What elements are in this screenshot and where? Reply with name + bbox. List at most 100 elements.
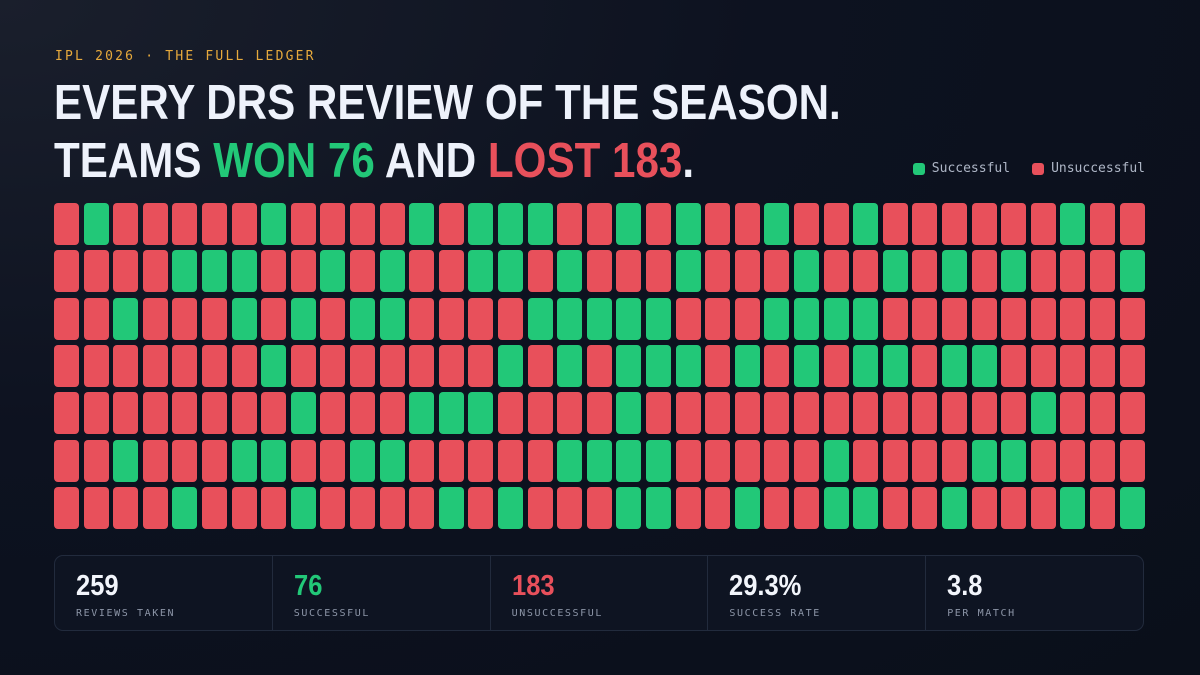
waffle-cell-successful [646, 439, 671, 482]
waffle-cell-unsuccessful [172, 344, 198, 387]
legend: Successful Unsuccessful [912, 161, 1145, 176]
waffle-cell-unsuccessful [290, 439, 316, 482]
waffle-cell-unsuccessful [586, 344, 612, 387]
waffle-cell-successful [290, 486, 316, 529]
waffle-cell-successful [557, 297, 583, 340]
stat-per-match: 3.8 PER MATCH [926, 556, 1143, 630]
waffle-cell-unsuccessful [1060, 250, 1086, 293]
stat-value: 29.3% [729, 570, 802, 602]
waffle-cell-unsuccessful [734, 392, 760, 435]
waffle-cell-successful [350, 439, 375, 482]
waffle-cell-unsuccessful [261, 392, 287, 435]
waffle-cell-successful [1119, 486, 1145, 529]
waffle-cell-unsuccessful [113, 203, 139, 245]
waffle-cell-successful [764, 297, 790, 340]
waffle-cell-unsuccessful [54, 250, 79, 293]
stat-value: 3.8 [947, 570, 983, 602]
waffle-cell-unsuccessful [231, 392, 257, 435]
waffle-cell-successful [113, 297, 139, 340]
waffle-cell-successful [942, 250, 967, 293]
waffle-cell-successful [557, 344, 583, 387]
waffle-cell-unsuccessful [438, 203, 464, 245]
waffle-cell-unsuccessful [912, 344, 938, 387]
waffle-cell-unsuccessful [942, 297, 967, 340]
waffle-cell-successful [320, 250, 346, 293]
waffle-cell-unsuccessful [675, 297, 701, 340]
waffle-cell-unsuccessful [705, 439, 731, 482]
waffle-cell-unsuccessful [823, 344, 849, 387]
waffle-cell-unsuccessful [764, 344, 790, 387]
waffle-cell-successful [823, 439, 849, 482]
waffle-cell-unsuccessful [1001, 392, 1027, 435]
waffle-cell-unsuccessful [113, 486, 139, 529]
waffle-cell-unsuccessful [882, 486, 908, 529]
waffle-cell-unsuccessful [261, 250, 287, 293]
waffle-cell-unsuccessful [646, 250, 671, 293]
waffle-cell-unsuccessful [557, 392, 583, 435]
waffle-cell-successful [1001, 439, 1027, 482]
waffle-cell-successful [113, 439, 139, 482]
waffle-cell-successful [527, 203, 553, 245]
stat-value: 76 [293, 570, 323, 602]
waffle-cell-unsuccessful [83, 344, 109, 387]
waffle-cell-successful [231, 250, 257, 293]
waffle-cell-unsuccessful [764, 486, 790, 529]
waffle-cell-unsuccessful [320, 439, 346, 482]
waffle-cell-unsuccessful [1119, 439, 1145, 482]
waffle-cell-unsuccessful [1090, 392, 1115, 435]
headline-line-2: TEAMS WON 76 AND LOST 183. [54, 132, 841, 190]
waffle-cell-successful [942, 344, 967, 387]
waffle-cell-unsuccessful [527, 392, 553, 435]
waffle-cell-unsuccessful [290, 344, 316, 387]
waffle-cell-successful [853, 486, 879, 529]
waffle-cell-unsuccessful [1119, 344, 1145, 387]
waffle-cell-successful [616, 344, 642, 387]
waffle-cell-unsuccessful [113, 392, 139, 435]
waffle-cell-successful [202, 250, 227, 293]
waffle-cell-successful [734, 486, 760, 529]
waffle-cell-successful [882, 250, 908, 293]
waffle-cell-unsuccessful [54, 486, 79, 529]
waffle-cell-unsuccessful [586, 250, 612, 293]
waffle-cell-unsuccessful [557, 203, 583, 245]
waffle-cell-unsuccessful [320, 203, 346, 245]
waffle-cell-successful [557, 250, 583, 293]
waffle-cell-unsuccessful [350, 203, 375, 245]
waffle-cell-unsuccessful [438, 439, 464, 482]
waffle-cell-unsuccessful [409, 486, 435, 529]
waffle-cell-unsuccessful [675, 439, 701, 482]
waffle-cell-unsuccessful [734, 439, 760, 482]
waffle-cell-successful [971, 439, 997, 482]
waffle-cell-unsuccessful [942, 439, 967, 482]
stat-label: REVIEWS TAKEN [76, 608, 176, 619]
waffle-cell-unsuccessful [1001, 344, 1027, 387]
stats-bar: 259 REVIEWS TAKEN 76 SUCCESSFUL 183 UNSU… [54, 555, 1144, 631]
stat-label: UNSUCCESSFUL [511, 608, 604, 619]
waffle-cell-successful [261, 344, 287, 387]
waffle-cell-unsuccessful [1001, 203, 1027, 245]
waffle-cell-unsuccessful [54, 439, 79, 482]
waffle-cell-unsuccessful [172, 297, 198, 340]
waffle-cell-unsuccessful [912, 439, 938, 482]
waffle-cell-successful [172, 250, 198, 293]
waffle-cell-successful [261, 439, 287, 482]
stat-unsuccessful: 183 UNSUCCESSFUL [491, 556, 709, 630]
waffle-cell-unsuccessful [823, 250, 849, 293]
waffle-cell-successful [616, 297, 642, 340]
waffle-cell-successful [261, 203, 287, 245]
waffle-cell-successful [616, 439, 642, 482]
waffle-cell-unsuccessful [527, 344, 553, 387]
waffle-cell-successful [1060, 203, 1086, 245]
stat-value: 183 [511, 570, 555, 602]
waffle-cell-unsuccessful [409, 297, 435, 340]
waffle-cell-unsuccessful [705, 392, 731, 435]
waffle-cell-unsuccessful [290, 203, 316, 245]
waffle-cell-unsuccessful [971, 486, 997, 529]
waffle-cell-successful [379, 297, 405, 340]
waffle-cell-successful [409, 203, 435, 245]
waffle-cell-unsuccessful [438, 250, 464, 293]
waffle-cell-successful [823, 297, 849, 340]
waffle-cell-unsuccessful [113, 250, 139, 293]
waffle-cell-unsuccessful [409, 439, 435, 482]
waffle-cell-unsuccessful [83, 392, 109, 435]
